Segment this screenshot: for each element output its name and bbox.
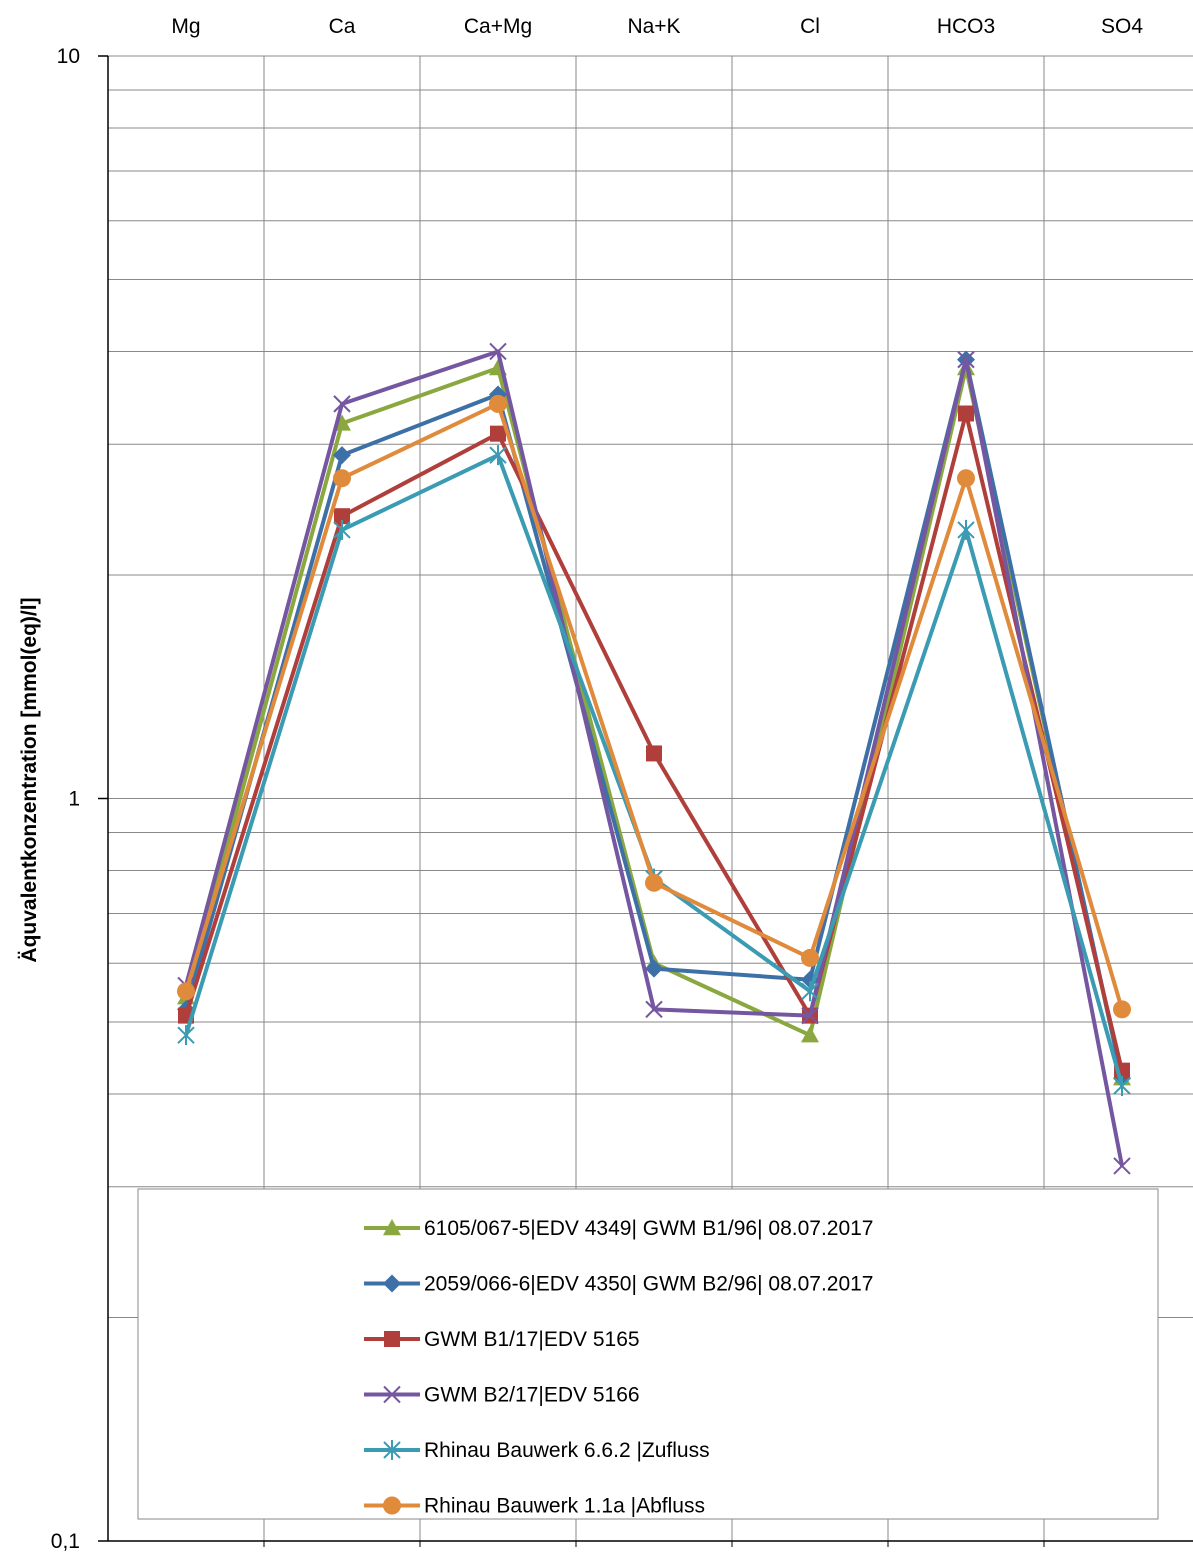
series-6: [177, 394, 1131, 1019]
data-point: [958, 405, 974, 422]
data-point: [957, 469, 975, 488]
y-axis-title: Äquvalentkonzentration [mmol(eq)/l]: [18, 597, 41, 962]
axes: [98, 55, 1193, 1547]
legend-item: 6105/067-5|EDV 4349| GWM B1/96| 08.07.20…: [364, 1217, 874, 1240]
data-point: [333, 469, 351, 488]
legend-swatch-marker: [383, 1274, 401, 1293]
data-point: [646, 745, 662, 762]
category-label: Mg: [171, 15, 200, 38]
legend-swatch-marker: [383, 1440, 401, 1460]
data-point: [1113, 1157, 1131, 1175]
series-lines: [177, 342, 1131, 1175]
category-label: Cl: [800, 15, 820, 38]
series-line: [184, 453, 1124, 1087]
legend-item: GWM B1/17|EDV 5165: [364, 1328, 640, 1351]
legend-label: Rhinau Bauwerk 6.6.2 |Zufluss: [424, 1439, 710, 1462]
legend-item: 2059/066-6|EDV 4350| GWM B2/96| 08.07.20…: [364, 1273, 874, 1296]
data-point: [177, 982, 195, 1001]
legend-label: 2059/066-6|EDV 4350| GWM B2/96| 08.07.20…: [424, 1273, 874, 1296]
y-tick-label: 0,1: [51, 1530, 80, 1553]
legend-swatch-marker: [384, 1331, 400, 1347]
data-point: [957, 350, 975, 369]
category-label: Ca+Mg: [464, 15, 532, 38]
legend-label: Rhinau Bauwerk 1.1a |Abfluss: [424, 1495, 705, 1518]
category-label: Ca: [329, 15, 356, 38]
data-point: [645, 959, 663, 978]
data-point: [489, 342, 507, 361]
legend-item: GWM B2/17|EDV 5166: [364, 1384, 640, 1407]
series-line: [184, 401, 1124, 1010]
series-2: [177, 350, 1131, 1088]
data-point: [957, 519, 975, 540]
category-label: HCO3: [937, 15, 995, 38]
data-point: [801, 1006, 819, 1025]
data-point: [333, 446, 351, 465]
data-point: [645, 1000, 663, 1019]
legend-swatch-marker: [383, 1496, 401, 1515]
legend: 6105/067-5|EDV 4349| GWM B1/96| 08.07.20…: [137, 1188, 1159, 1520]
y-tick-label: 1: [68, 788, 80, 811]
legend-item: Rhinau Bauwerk 6.6.2 |Zufluss: [364, 1439, 710, 1462]
data-point: [489, 445, 507, 466]
category-label: SO4: [1101, 15, 1143, 38]
legend-label: GWM B1/17|EDV 5165: [424, 1328, 640, 1351]
data-point: [1113, 1000, 1131, 1019]
legend-box: [137, 1188, 1159, 1520]
data-point: [489, 394, 507, 413]
legend-label: 6105/067-5|EDV 4349| GWM B1/96| 08.07.20…: [424, 1217, 874, 1240]
data-point: [801, 1026, 819, 1043]
data-point: [801, 981, 819, 1002]
data-point: [801, 948, 819, 967]
data-point: [645, 873, 663, 892]
legend-swatch-marker: [383, 1385, 401, 1404]
data-point: [1113, 1076, 1131, 1097]
legend-label: GWM B2/17|EDV 5166: [424, 1384, 640, 1407]
category-labels: Mg Ca Ca+Mg Na+K Cl HCO3 SO4: [171, 15, 1143, 38]
y-tick-labels: 0,1 1 10: [51, 45, 80, 1553]
data-point: [177, 1025, 195, 1046]
data-point: [333, 519, 351, 540]
data-point: [334, 508, 350, 525]
y-tick-label: 10: [57, 45, 80, 68]
legend-item: Rhinau Bauwerk 1.1a |Abfluss: [364, 1495, 705, 1518]
data-point: [490, 425, 506, 442]
category-label: Na+K: [627, 15, 680, 38]
data-point: [333, 395, 351, 413]
legend-swatch-marker: [383, 1219, 401, 1236]
